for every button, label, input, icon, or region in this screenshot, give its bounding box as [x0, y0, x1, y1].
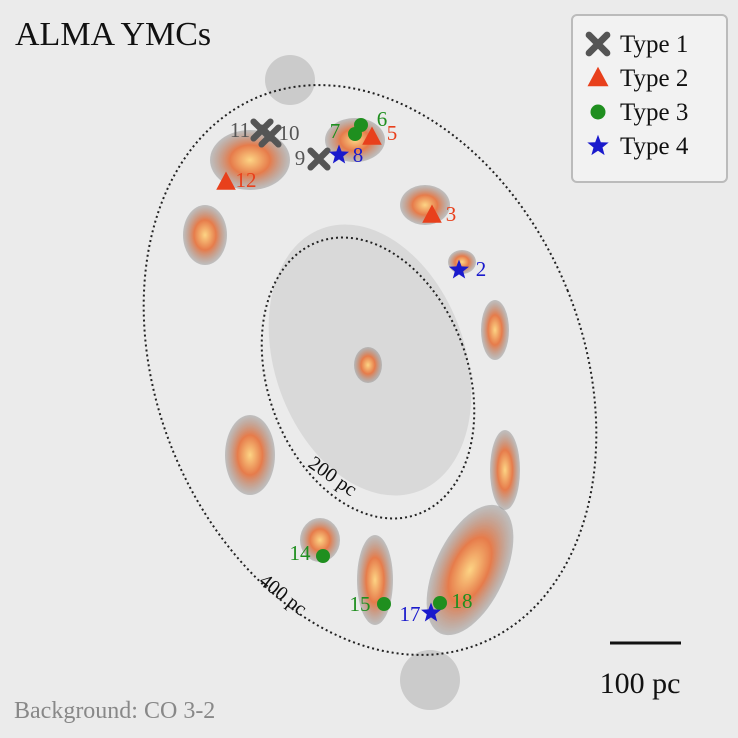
circle-marker: [316, 549, 330, 563]
circle-marker: [348, 127, 362, 141]
source-label: 15: [350, 592, 371, 616]
scale-label: 100 pc: [600, 667, 681, 700]
circle-marker: [591, 105, 606, 120]
source-label: 7: [330, 119, 341, 143]
source-label: 5: [387, 121, 398, 145]
source-label: 9: [295, 146, 306, 170]
source-label: 3: [446, 202, 457, 226]
source-label: 11: [230, 118, 250, 142]
legend-label: Type 4: [620, 133, 689, 160]
source-label: 6: [377, 107, 388, 131]
page: ALMA YMCs 200 pc 400 pc 100 pc Backgroun…: [0, 0, 738, 738]
legend-label: Type 1: [620, 31, 688, 58]
legend-label: Type 3: [620, 99, 688, 126]
source-label: 17: [400, 602, 421, 626]
source-label: 12: [236, 168, 257, 192]
circle-marker: [433, 596, 447, 610]
source-label: 8: [353, 143, 364, 167]
source-label: 10: [279, 121, 300, 145]
source-label: 2: [476, 257, 487, 281]
source-label: 18: [452, 589, 473, 613]
figure: ALMA YMCs 200 pc 400 pc 100 pc Backgroun…: [0, 0, 738, 738]
source-label: 14: [290, 541, 312, 565]
title: ALMA YMCs: [15, 16, 211, 53]
legend-label: Type 2: [620, 65, 688, 92]
circle-marker: [377, 597, 391, 611]
background-note: Background: CO 3-2: [14, 698, 215, 724]
